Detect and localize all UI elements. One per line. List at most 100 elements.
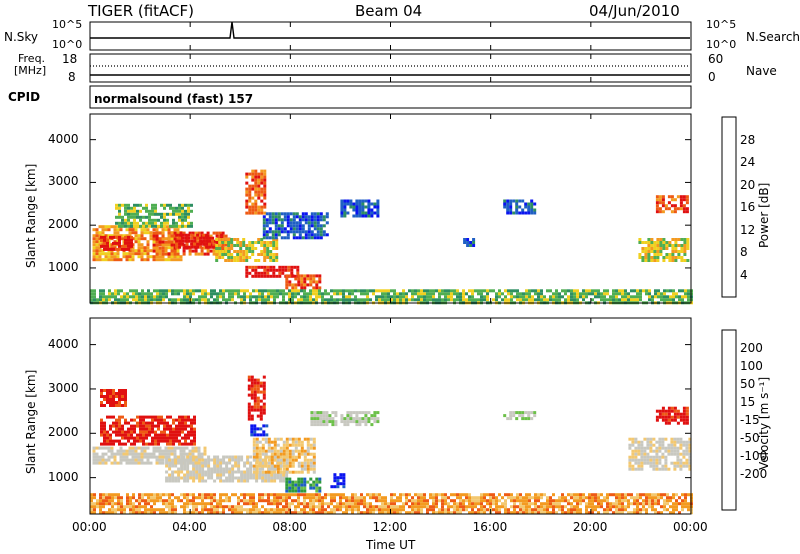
echo-cell (679, 440, 683, 444)
echo-cell (128, 231, 132, 235)
echo-cell (214, 239, 218, 243)
echo-cell (279, 496, 282, 500)
echo-cell (130, 424, 133, 428)
echo-cell (328, 414, 332, 418)
echo-cell (110, 234, 114, 238)
echo-cell (276, 455, 280, 459)
echo-cell (640, 458, 644, 462)
echo-cell (468, 505, 471, 509)
echo-cell (141, 298, 144, 302)
echo-cell (257, 184, 261, 188)
echo-cell (90, 502, 93, 506)
echo-cell (663, 502, 666, 506)
echo-cell (393, 511, 396, 515)
echo-cell (131, 446, 135, 450)
echo-cell (243, 461, 247, 465)
echo-cell (99, 502, 102, 506)
echo-cell (263, 211, 267, 215)
echo-cell (121, 433, 124, 437)
echo-cell (594, 493, 597, 497)
echo-cell (150, 496, 153, 500)
echo-cell (303, 283, 307, 287)
noise-tick-left-high: 10^5 (52, 18, 83, 31)
echo-cell (390, 298, 393, 302)
echo-cell (522, 298, 525, 302)
echo-cell (300, 298, 303, 302)
echo-cell (333, 496, 336, 500)
echo-cell (145, 433, 148, 437)
echo-cell (127, 427, 130, 431)
echo-cell (284, 268, 288, 272)
echo-cell (186, 461, 190, 465)
echo-cell (678, 289, 681, 293)
echo-cell (307, 233, 311, 237)
echo-cell (315, 274, 319, 278)
echo-cell (266, 253, 270, 256)
echo-cell (521, 199, 525, 203)
echo-cell (178, 245, 182, 249)
echo-cell (534, 508, 537, 512)
echo-cell (672, 493, 675, 497)
echo-cell (261, 493, 264, 497)
echo-cell (162, 499, 165, 503)
echo-cell (253, 424, 257, 428)
echo-cell (297, 464, 301, 468)
echo-cell (558, 496, 561, 500)
echo-cell (225, 467, 229, 471)
echo-cell (90, 505, 93, 509)
echo-cell (462, 508, 465, 512)
echo-cell (533, 414, 537, 418)
echo-cell (225, 479, 229, 483)
echo-cell (495, 292, 498, 296)
echo-cell (102, 502, 105, 506)
echo-cell (463, 238, 467, 241)
echo-cell (106, 395, 109, 398)
echo-cell (306, 470, 310, 474)
echo-cell (318, 486, 322, 490)
echo-cell (349, 417, 353, 421)
echo-cell (256, 433, 260, 437)
echo-cell (143, 446, 147, 450)
echo-cell (336, 508, 339, 512)
echo-cell (655, 455, 659, 459)
echo-cell (198, 473, 202, 477)
echo-cell (682, 440, 686, 444)
echo-cell (527, 417, 531, 421)
echo-cell (527, 208, 531, 212)
echo-cell (343, 423, 347, 427)
echo-cell (366, 511, 369, 515)
echo-cell (147, 496, 150, 500)
echo-region (330, 473, 346, 489)
velocity-colorbar-tick: 200 (740, 341, 763, 355)
echo-cell (288, 483, 292, 487)
echo-cell (260, 193, 264, 197)
echo-cell (474, 505, 477, 509)
echo-cell (237, 476, 241, 480)
echo-cell (351, 493, 354, 497)
echo-cell (543, 493, 546, 497)
echo-cell (298, 236, 302, 240)
echo-cell (540, 295, 543, 299)
echo-cell (528, 499, 531, 503)
echo-cell (113, 240, 117, 244)
echo-cell (558, 298, 561, 302)
echo-cell (178, 215, 181, 219)
echo-cell (265, 433, 269, 437)
echo-cell (267, 289, 270, 293)
echo-cell (663, 493, 666, 497)
echo-cell (647, 244, 651, 247)
echo-cell (208, 239, 212, 243)
echo-cell (423, 298, 426, 302)
echo-cell (654, 502, 657, 506)
echo-cell (375, 298, 378, 302)
echo-cell (256, 378, 260, 382)
echo-cell (201, 496, 204, 500)
echo-cell (316, 236, 320, 240)
echo-cell (243, 508, 246, 512)
echo-cell (546, 511, 549, 515)
echo-cell (685, 449, 689, 453)
echo-cell (300, 467, 304, 471)
echo-cell (180, 461, 184, 465)
echo-cell (127, 209, 130, 213)
echo-cell (124, 442, 127, 446)
